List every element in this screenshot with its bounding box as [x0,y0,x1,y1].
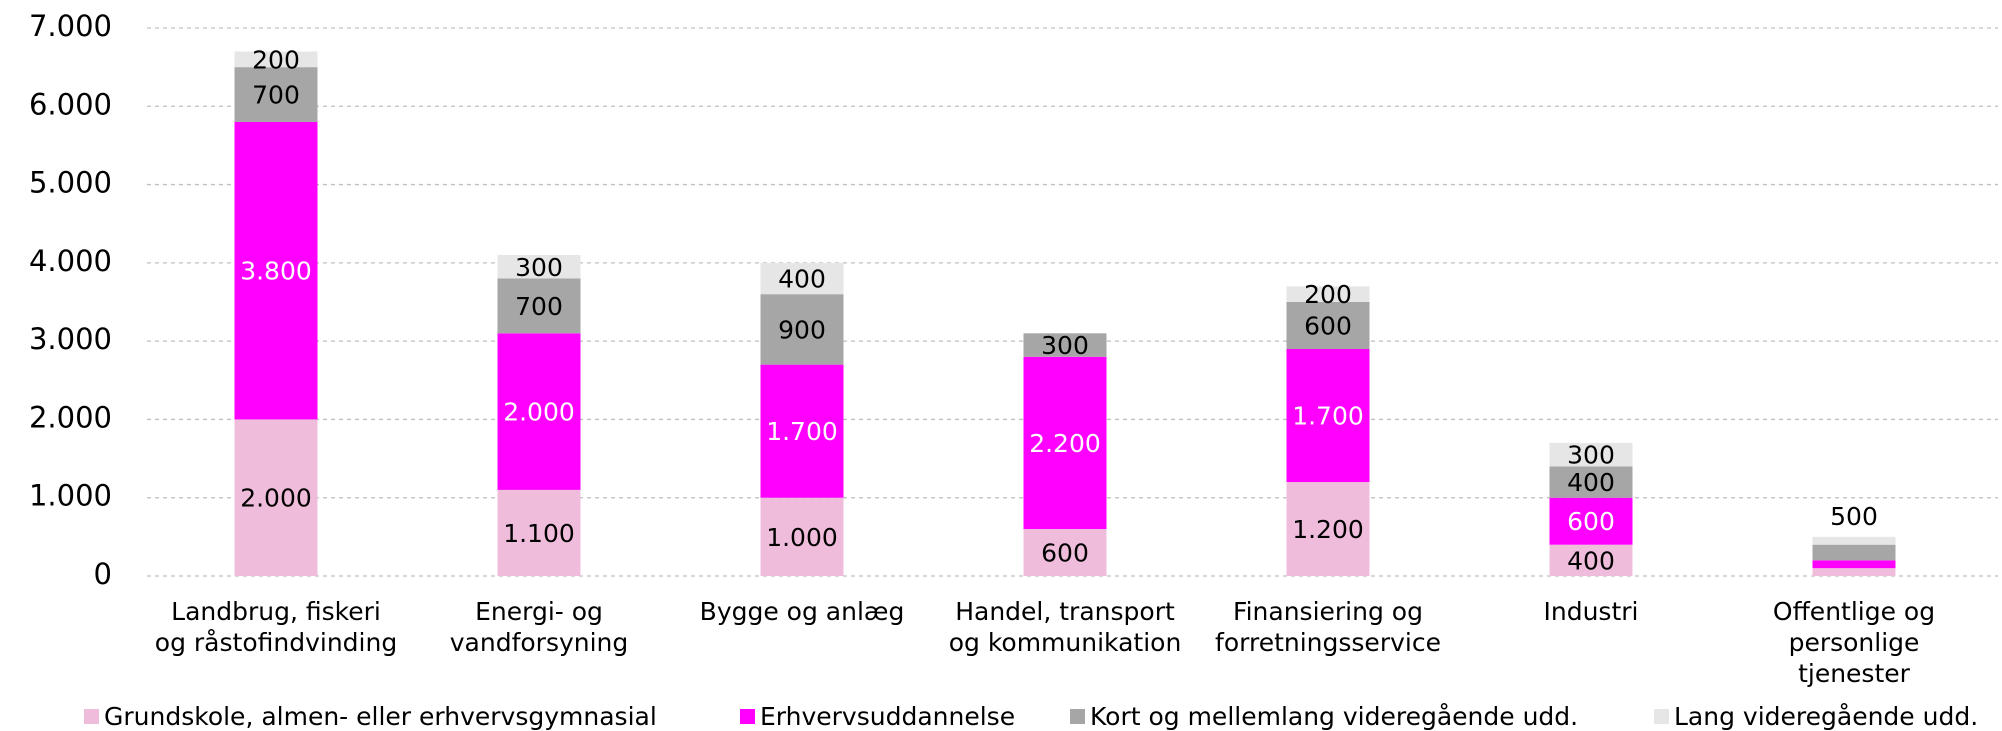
bar-segment [497,489,581,576]
y-tick-label: 5.000 [29,166,112,200]
y-tick-label: 7.000 [29,9,112,43]
data-label: 3.800 [240,257,312,286]
data-label: 1.700 [1292,402,1364,431]
bar-segment [1023,529,1107,576]
bar-segment [234,121,318,420]
bar-segment [1023,333,1107,357]
data-label: 900 [778,315,826,344]
bar-segment [234,51,318,68]
data-label: 400 [1567,546,1615,575]
x-tick-label: og kommunikation [949,628,1182,657]
bar-segment [234,67,318,122]
legend-swatch [1654,709,1669,724]
bar-segment [1812,536,1896,545]
data-label: 1.700 [766,417,838,446]
bar-segment [1549,544,1633,576]
x-tick-label: Landbrug, fiskeri [171,597,381,626]
data-label: 700 [252,81,300,110]
data-label: 200 [1304,280,1352,309]
x-tick-label: vandforsyning [450,628,629,657]
data-label: 1.100 [503,519,575,548]
legend-label: Lang videregående udd. [1674,702,1978,731]
data-label: 2.000 [503,398,575,427]
data-label: 700 [515,292,563,321]
bar-segment [234,419,318,576]
x-tick-label: Industri [1544,597,1639,626]
data-label: 400 [1567,468,1615,497]
legend-label: Erhvervsuddannelse [760,702,1015,731]
bar-segment [1023,356,1107,530]
data-label: 300 [515,253,563,282]
bar-segment [760,497,844,576]
bar-segment [760,294,844,365]
bar-segment [760,364,844,498]
data-label: 2.000 [240,484,312,513]
y-tick-label: 1.000 [29,479,112,513]
bar-segment [1549,466,1633,498]
x-tick-label: Energi- og [475,597,603,626]
bar-segment [1812,544,1896,561]
x-tick-label: og råstofindvinding [155,628,397,657]
x-tick-label: Handel, transport [955,597,1175,626]
y-tick-label: 0 [94,557,112,591]
data-label: 600 [1041,539,1089,568]
bar-segment [1812,568,1896,576]
data-label: 400 [778,265,826,294]
bar-segment [497,278,581,334]
legend-label: Kort og mellemlang videregående udd. [1090,702,1578,731]
y-tick-label: 4.000 [29,244,112,278]
x-tick-label: tjenester [1798,659,1911,688]
legend-swatch [740,709,755,724]
bar-segment [760,262,844,295]
x-tick-label: personlige [1789,628,1920,657]
legend-label: Grundskole, almen- eller erhvervsgymnasi… [104,702,657,731]
bar-segment [1286,348,1370,483]
bar-segment [1286,482,1370,576]
data-label: 1.000 [766,523,838,552]
data-label: 200 [252,45,300,74]
x-tick-label: Bygge og anlæg [700,597,905,626]
x-tick-label: Offentlige og [1773,597,1935,626]
legend-swatch [1070,709,1085,724]
data-label: 600 [1567,507,1615,536]
data-label: 2.200 [1029,429,1101,458]
bar-segment [497,333,581,490]
annotation: 500 [1830,502,1878,531]
bar-segment [1549,442,1633,467]
x-tick-label: forretningsservice [1215,628,1441,657]
bar-segment [1286,302,1370,349]
legend-swatch [84,709,99,724]
y-tick-label: 6.000 [29,87,112,121]
bar-segment [1549,497,1633,545]
data-label: 300 [1041,331,1089,360]
y-tick-label: 2.000 [29,400,112,434]
x-tick-label: Finansiering og [1233,597,1423,626]
bar-segment [497,255,581,279]
y-tick-label: 3.000 [29,322,112,356]
data-label: 300 [1567,441,1615,470]
data-label: 600 [1304,311,1352,340]
bar-segment [1286,286,1370,302]
data-label: 1.200 [1292,515,1364,544]
bar-segment [1812,560,1896,569]
